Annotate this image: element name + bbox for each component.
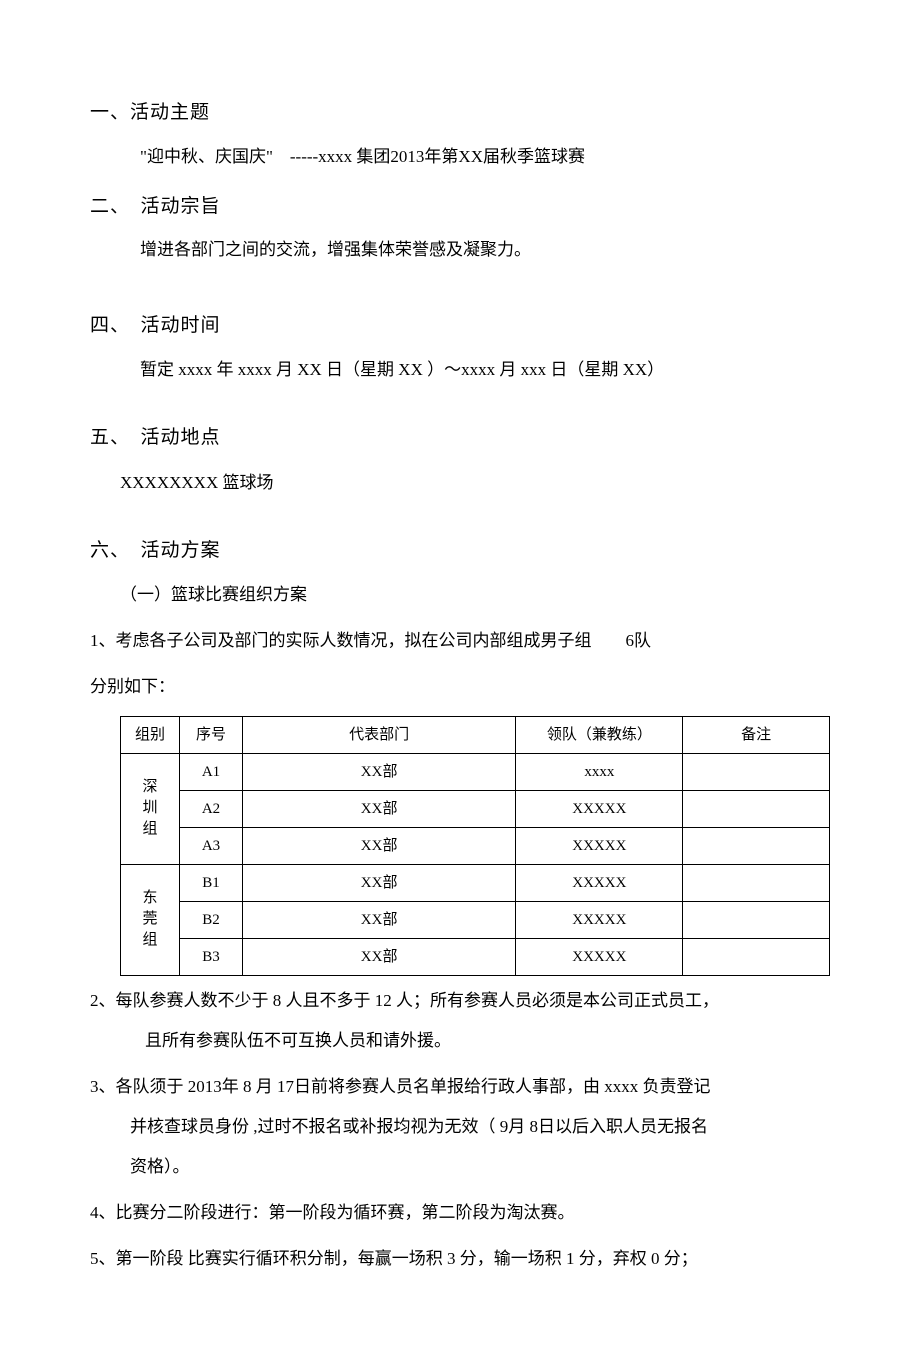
heading-location: 五、 活动地点: [90, 423, 830, 453]
group-b-char-1: 东: [123, 888, 177, 909]
heading-purpose-text: 二、 活动宗旨: [90, 192, 221, 222]
cell-dept: XX部: [243, 938, 516, 975]
cell-note: [683, 901, 830, 938]
cell-seq: B3: [180, 938, 243, 975]
cell-lead: xxxx: [516, 753, 683, 790]
table-row: 东 莞 组 B1 XX部 XXXXX: [121, 864, 830, 901]
cell-note: [683, 864, 830, 901]
group-b-char-3: 组: [123, 930, 177, 951]
cell-seq: A2: [180, 790, 243, 827]
cell-dept: XX部: [243, 864, 516, 901]
cell-dept: XX部: [243, 827, 516, 864]
cell-lead: XXXXX: [516, 864, 683, 901]
group-b-char-2: 莞: [123, 909, 177, 930]
theme-body: "迎中秋、庆国庆" -----xxxx 集团2013年第XX届秋季篮球赛: [90, 140, 830, 174]
table-row: B2 XX部 XXXXX: [121, 901, 830, 938]
item-2-line-1: 2、每队参赛人数不少于 8 人且不多于 12 人；所有参赛人员必须是本公司正式员…: [90, 984, 830, 1018]
cell-lead: XXXXX: [516, 790, 683, 827]
table-row: 深 圳 组 A1 XX部 xxxx: [121, 753, 830, 790]
cell-lead: XXXXX: [516, 938, 683, 975]
th-lead: 领队（兼教练）: [516, 716, 683, 753]
group-a-cell: 深 圳 组: [121, 753, 180, 864]
th-group: 组别: [121, 716, 180, 753]
table-header-row: 组别 序号 代表部门 领队（兼教练） 备注: [121, 716, 830, 753]
cell-dept: XX部: [243, 901, 516, 938]
cell-seq: A1: [180, 753, 243, 790]
table-row: A3 XX部 XXXXX: [121, 827, 830, 864]
cell-lead: XXXXX: [516, 901, 683, 938]
item-3-line-3: 资格）。: [90, 1150, 830, 1184]
item-4: 4、比赛分二阶段进行：第一阶段为循环赛，第二阶段为淘汰赛。: [90, 1196, 830, 1230]
th-dept: 代表部门: [243, 716, 516, 753]
group-a-char-3: 组: [123, 819, 177, 840]
heading-plan: 六、 活动方案: [90, 536, 830, 566]
item-1-line-1: 1、考虑各子公司及部门的实际人数情况，拟在公司内部组成男子组 6队: [90, 624, 830, 658]
table-row: B3 XX部 XXXXX: [121, 938, 830, 975]
group-a-char-1: 深: [123, 777, 177, 798]
heading-location-text: 五、 活动地点: [90, 423, 221, 453]
heading-time-text: 四、 活动时间: [90, 311, 221, 341]
cell-dept: XX部: [243, 753, 516, 790]
item-3-line-1: 3、各队须于 2013年 8 月 17日前将参赛人员名单报给行政人事部，由 xx…: [90, 1070, 830, 1104]
purpose-body: 增进各部门之间的交流，增强集体荣誉感及凝聚力。: [90, 233, 830, 267]
cell-note: [683, 938, 830, 975]
cell-note: [683, 790, 830, 827]
heading-theme-text: 一、活动主题: [90, 98, 210, 128]
th-note: 备注: [683, 716, 830, 753]
heading-theme: 一、活动主题: [90, 98, 830, 128]
table-row: A2 XX部 XXXXX: [121, 790, 830, 827]
group-b-cell: 东 莞 组: [121, 864, 180, 975]
heading-time: 四、 活动时间: [90, 311, 830, 341]
cell-seq: B2: [180, 901, 243, 938]
cell-lead: XXXXX: [516, 827, 683, 864]
item-2-line-2: 且所有参赛队伍不可互换人员和请外援。: [90, 1024, 830, 1058]
cell-seq: B1: [180, 864, 243, 901]
heading-plan-text: 六、 活动方案: [90, 536, 221, 566]
group-a-char-2: 圳: [123, 798, 177, 819]
item-1-line-2: 分别如下：: [90, 670, 830, 704]
item-5: 5、第一阶段 比赛实行循环积分制，每赢一场积 3 分，输一场积 1 分，弃权 0…: [90, 1242, 830, 1276]
cell-dept: XX部: [243, 790, 516, 827]
item-3-line-2: 并核查球员身份 ,过时不报名或补报均视为无效（ 9月 8日以后入职人员无报名: [90, 1110, 830, 1144]
th-seq: 序号: [180, 716, 243, 753]
plan-sub-heading: （一）篮球比赛组织方案: [90, 578, 830, 612]
teams-table: 组别 序号 代表部门 领队（兼教练） 备注 深 圳 组 A1 XX部 xxxx …: [120, 716, 830, 976]
location-body: XXXXXXXX 篮球场: [90, 466, 830, 500]
cell-note: [683, 827, 830, 864]
time-body: 暂定 xxxx 年 xxxx 月 XX 日（星期 XX ）～xxxx 月 xxx…: [90, 353, 830, 387]
cell-note: [683, 753, 830, 790]
heading-purpose: 二、 活动宗旨: [90, 192, 830, 222]
cell-seq: A3: [180, 827, 243, 864]
